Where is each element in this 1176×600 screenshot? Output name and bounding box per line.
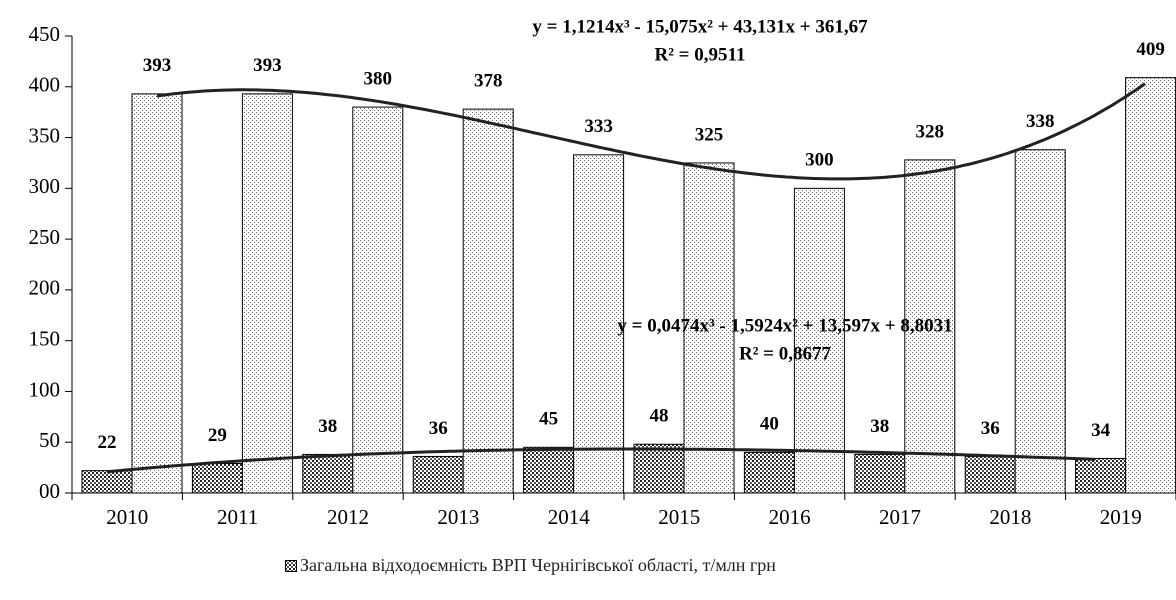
legend-label: Загальна відходоємність ВРП Чернігівсько… — [300, 555, 776, 575]
value-label: 393 — [143, 55, 172, 76]
value-label: 300 — [805, 150, 834, 171]
y-tick-label: 00 — [39, 479, 60, 503]
trendline — [106, 447, 1096, 474]
bar — [633, 443, 685, 494]
bar — [1075, 457, 1127, 494]
bar — [302, 453, 354, 494]
y-tick-label: 250 — [29, 225, 61, 249]
y-tick-label: 450 — [29, 22, 61, 46]
bar — [1014, 149, 1066, 494]
bar — [191, 463, 243, 494]
x-tick-label: 2017 — [879, 505, 921, 529]
value-label: 22 — [98, 432, 117, 453]
x-tick-label: 2012 — [327, 505, 369, 529]
bar — [1125, 77, 1176, 494]
y-tick-label: 300 — [29, 174, 61, 198]
y-tick-label: 200 — [29, 276, 61, 300]
y-tick-label: 100 — [29, 377, 61, 401]
value-label: 29 — [208, 425, 227, 446]
bar — [573, 154, 625, 494]
trend-equation: y = 1,1214x³ - 15,075x² + 43,131x + 361,… — [532, 16, 868, 37]
x-tick-label: 2015 — [658, 505, 700, 529]
bar — [81, 470, 133, 494]
bar — [904, 159, 956, 494]
value-label: 38 — [870, 416, 889, 437]
value-label: 380 — [364, 68, 393, 89]
value-label: 36 — [981, 418, 1000, 439]
bar — [131, 93, 183, 494]
bar — [683, 162, 735, 494]
value-label: 393 — [253, 55, 282, 76]
trend-r2: R² = 0,8677 — [739, 343, 831, 364]
value-label: 40 — [760, 414, 779, 435]
bar — [854, 453, 906, 494]
y-tick-label: 150 — [29, 326, 61, 350]
bar — [462, 108, 514, 494]
y-tick-label: 50 — [39, 428, 60, 452]
value-label: 333 — [584, 116, 613, 137]
value-label: 45 — [539, 409, 558, 430]
y-tick-label: 350 — [29, 123, 61, 147]
bar — [412, 455, 464, 494]
bar — [241, 93, 293, 494]
value-label: 328 — [916, 121, 945, 142]
value-label: 48 — [650, 406, 669, 427]
value-label: 409 — [1136, 39, 1165, 60]
bar — [523, 446, 575, 494]
legend: Загальна відходоємність ВРП Чернігівсько… — [285, 553, 925, 577]
bar — [743, 451, 795, 494]
bar — [964, 455, 1016, 494]
trend-r2: R² = 0,9511 — [655, 44, 746, 65]
value-label: 36 — [429, 418, 448, 439]
legend-swatch — [285, 560, 297, 572]
bar — [793, 187, 845, 494]
x-tick-label: 2014 — [548, 505, 591, 529]
value-label: 338 — [1026, 111, 1055, 132]
x-tick-label: 2011 — [217, 505, 258, 529]
bar — [352, 106, 404, 494]
x-tick-label: 2018 — [989, 505, 1031, 529]
value-label: 34 — [1091, 420, 1111, 441]
chart: 00 50 100 150 200 250 300 350 400 450 2010 2011 2012… — [29, 16, 1176, 529]
trendline — [156, 82, 1146, 181]
value-label: 325 — [695, 124, 724, 145]
x-tick-label: 2019 — [1100, 505, 1142, 529]
y-tick-label: 400 — [29, 73, 61, 97]
x-tick-label: 2010 — [106, 505, 148, 529]
value-label: 38 — [318, 416, 337, 437]
value-label: 378 — [474, 70, 503, 91]
x-tick-label: 2016 — [769, 505, 811, 529]
trend-equation: y = 0,0474x³ - 1,5924x² + 13,597x + 8,80… — [617, 315, 952, 336]
x-tick-label: 2013 — [437, 505, 479, 529]
